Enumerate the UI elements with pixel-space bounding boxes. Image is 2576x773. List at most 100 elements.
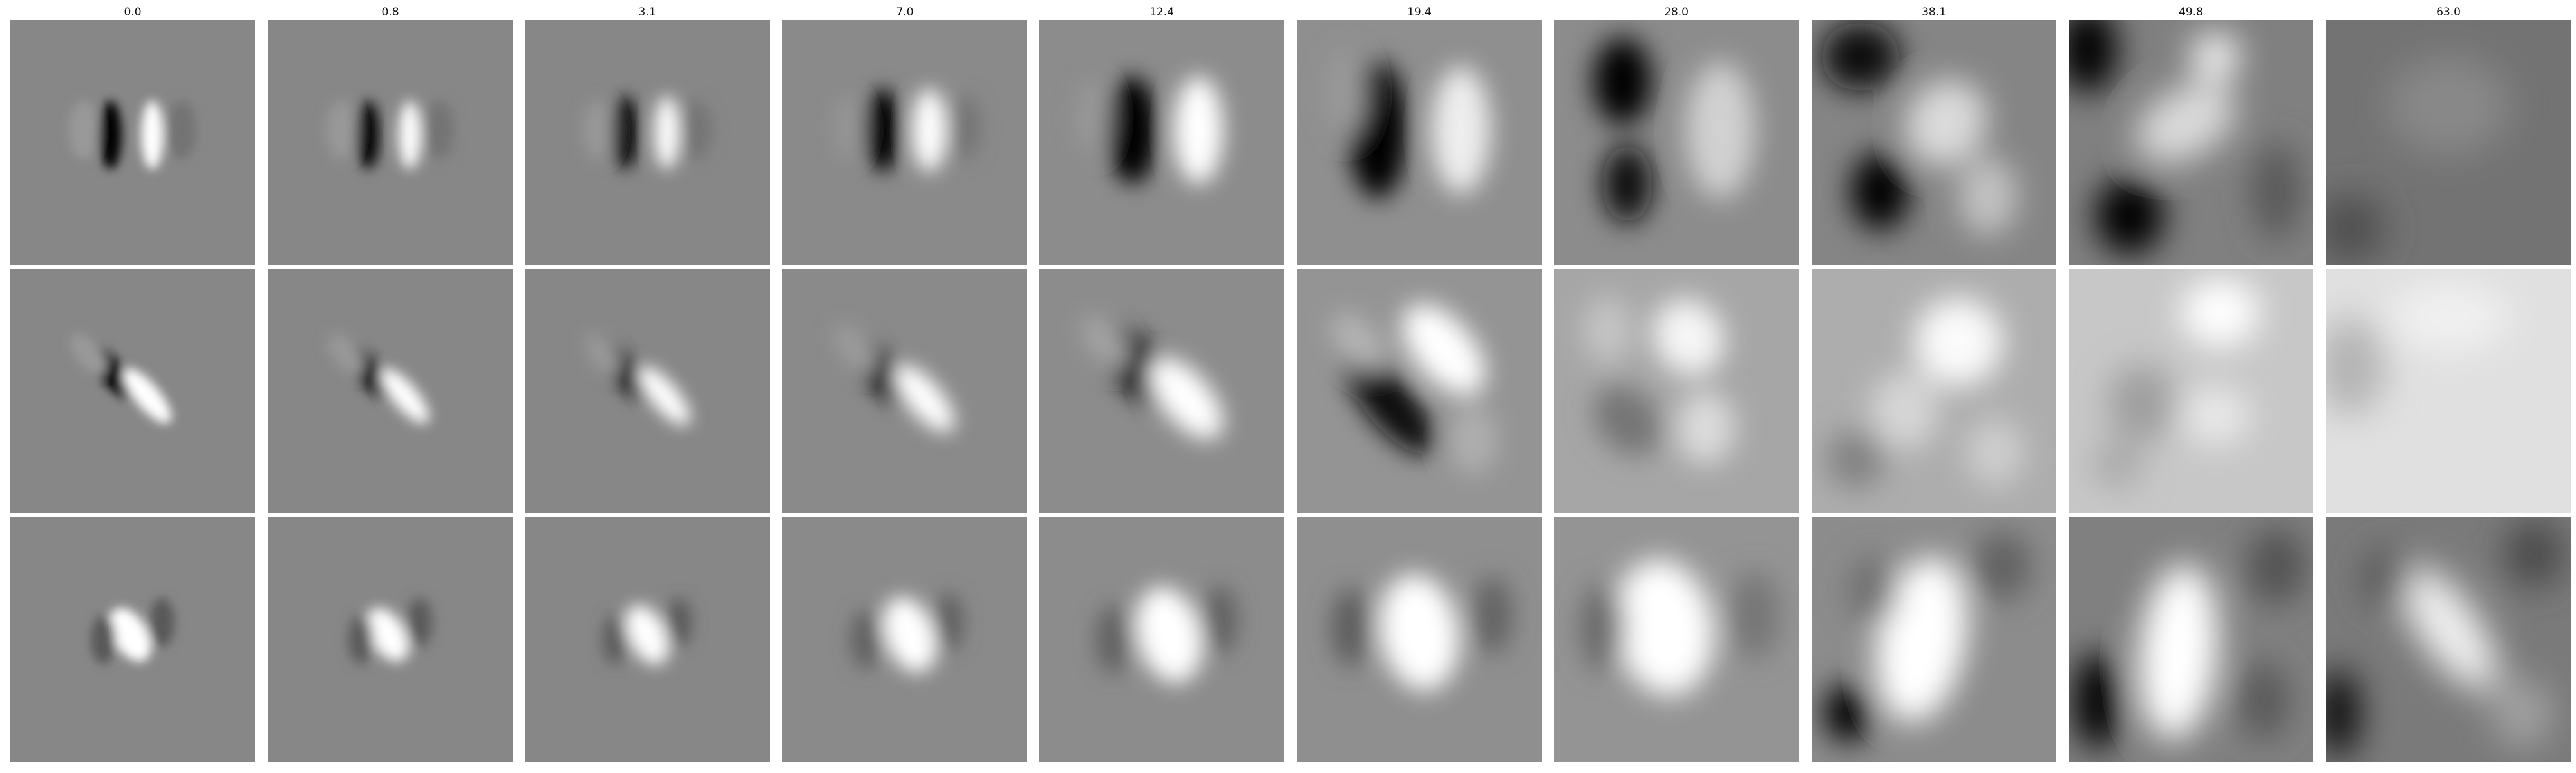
filter-image-panel (10, 20, 255, 265)
dark-lobe (681, 100, 711, 160)
dark-lobe (1824, 683, 1873, 743)
bright-lobe (1076, 81, 1111, 155)
filter-image-panel (268, 20, 513, 265)
bright-lobe (2492, 678, 2552, 748)
dark-lobe (91, 615, 116, 664)
filter-image (1297, 20, 1542, 265)
column-title: 38.1 (1922, 6, 1946, 19)
dark-lobe (149, 598, 175, 647)
filter-image (1039, 517, 1284, 762)
dark-lobe (2326, 193, 2385, 263)
filter-image (782, 20, 1027, 265)
bright-lobe (1958, 157, 2018, 236)
dark-lobe (99, 100, 122, 169)
dark-lobe (1580, 583, 1625, 672)
dark-lobe (1331, 588, 1370, 667)
dark-lobe (1973, 531, 2032, 601)
bright-lobe (895, 365, 954, 432)
bright-lobe (1914, 298, 2003, 386)
filter-image (10, 20, 255, 265)
bright-lobe (1876, 557, 1967, 722)
filter-image (1297, 269, 1542, 513)
dark-lobe (603, 615, 628, 664)
bright-lobe (1906, 80, 1987, 166)
dark-lobe (2073, 652, 2123, 750)
bright-lobe (833, 325, 878, 374)
bright-lobe (1653, 299, 1725, 376)
dark-lobe (1203, 586, 1238, 654)
filter-image-panel (1554, 269, 1799, 513)
panel-background (1039, 20, 1284, 265)
panel-background (1554, 20, 1799, 265)
dark-lobe (2252, 142, 2301, 240)
filter-image-panel (2326, 269, 2571, 513)
bright-lobe (399, 100, 421, 169)
filter-image (2326, 517, 2571, 762)
bright-lobe (109, 607, 151, 662)
dark-lobe (2240, 662, 2289, 740)
dark-lobe (667, 598, 692, 647)
filter-image (1039, 20, 1284, 265)
bright-lobe (912, 88, 947, 172)
filter-image-panel (1812, 20, 2056, 265)
bright-lobe (1326, 49, 1366, 138)
filter-image-panel (525, 20, 770, 265)
bright-lobe (327, 100, 356, 160)
dark-lobe (2107, 364, 2177, 443)
filter-image-panel (1554, 20, 1799, 265)
filter-image (2326, 20, 2571, 265)
bright-lobe (1402, 303, 1486, 395)
filter-image (2326, 269, 2571, 513)
dark-lobe (2093, 440, 2142, 489)
filter-image-panel (525, 517, 770, 762)
filter-image-panel (782, 517, 1027, 762)
filter-image-panel (2069, 269, 2313, 513)
bright-lobe (2400, 565, 2497, 690)
bright-lobe (654, 95, 679, 169)
column-title: 3.1 (638, 6, 656, 19)
filter-image-panel (1297, 517, 1542, 762)
bright-lobe (2387, 57, 2510, 155)
bright-lobe (1686, 61, 1755, 199)
bright-lobe (366, 607, 409, 662)
bright-lobe (583, 100, 613, 160)
bright-lobe (1676, 391, 1736, 464)
filter-image (268, 20, 513, 265)
filter-image (10, 517, 255, 762)
bright-lobe (2139, 564, 2219, 740)
bright-lobe (2181, 386, 2250, 445)
column-title: 7.0 (896, 6, 914, 19)
filter-image-panel (782, 269, 1027, 513)
bright-lobe (1965, 417, 2025, 487)
bright-lobe (1379, 574, 1459, 691)
filter-image-panel (1297, 269, 1542, 513)
filter-image (525, 269, 770, 513)
column-title: 63.0 (2436, 6, 2461, 19)
column-title: 0.8 (381, 6, 399, 19)
bright-lobe (2387, 283, 2510, 352)
bright-lobe (1448, 405, 1498, 475)
filter-image (10, 269, 255, 513)
filter-image (1297, 517, 1542, 762)
filter-image (268, 269, 513, 513)
column-title: 49.8 (2179, 6, 2203, 19)
dark-lobe (1593, 37, 1652, 126)
filter-image-panel (2069, 20, 2313, 265)
bright-lobe (1870, 371, 1939, 450)
bright-lobe (70, 334, 108, 375)
bright-lobe (1135, 586, 1203, 683)
dark-lobe (2363, 549, 2412, 608)
bright-lobe (69, 100, 99, 160)
bright-lobe (585, 334, 622, 375)
panel-background (525, 20, 770, 265)
filter-image (525, 20, 770, 265)
dark-lobe (357, 100, 379, 169)
panel-background (1297, 20, 1542, 265)
filter-image-panel (1039, 20, 1284, 265)
filter-image (2069, 517, 2313, 762)
panel-background (268, 20, 513, 265)
dark-lobe (167, 100, 196, 160)
filter-image (1812, 20, 2056, 265)
bright-lobe (1432, 66, 1491, 194)
bright-lobe (2136, 82, 2236, 163)
